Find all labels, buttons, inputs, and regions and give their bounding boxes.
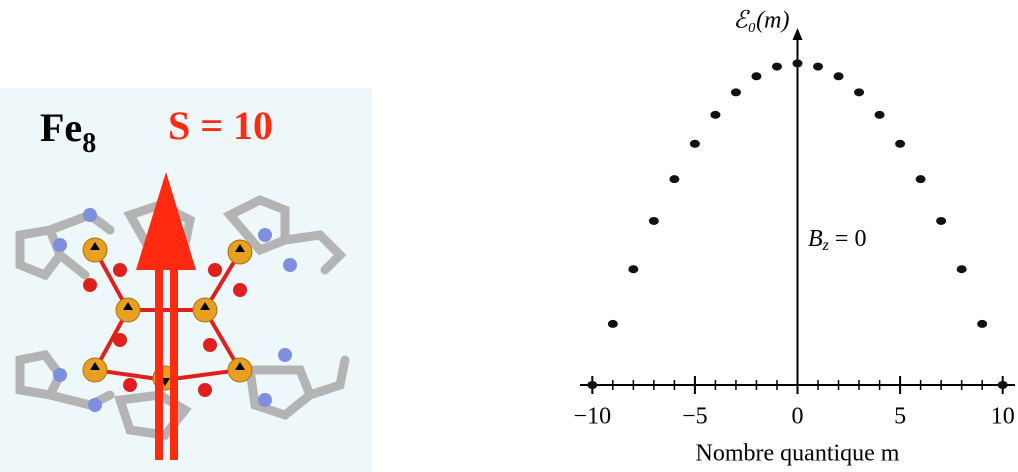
data-point [854, 88, 864, 96]
data-point [977, 320, 987, 328]
data-point [936, 217, 946, 225]
page: Fe8 S = 10 −10 −5 0 5 10 Nombre quantique m ℰ₀… [0, 0, 1018, 472]
data-point [998, 381, 1008, 389]
data-point [649, 217, 659, 225]
x-tick-label: 10 [991, 404, 1015, 430]
data-point [690, 140, 700, 148]
data-point [772, 63, 782, 71]
x-tick-label: −5 [682, 404, 708, 430]
y-axis-label: ℰ₀(m) [733, 8, 789, 34]
x-tick-label: 0 [792, 404, 804, 430]
data-point [813, 63, 823, 71]
data-point [731, 88, 741, 96]
figure: Fe8 S = 10 −10 −5 0 5 10 Nombre quantique m ℰ₀… [0, 0, 1018, 472]
data-point [608, 320, 618, 328]
x-tick-label: −10 [574, 404, 612, 430]
annotation: Bz = 0 [808, 226, 866, 254]
x-tick-label: 5 [894, 404, 906, 430]
data-point [875, 111, 885, 119]
molecule-subscript: 8 [82, 128, 96, 159]
data-point [916, 175, 926, 183]
y-axis-arrow [793, 28, 803, 40]
data-point [793, 59, 803, 67]
annotation-main: B [808, 226, 823, 252]
data-point [834, 72, 844, 80]
data-point [628, 265, 638, 273]
data-point [587, 381, 597, 389]
x-axis-label: Nombre quantique m [696, 441, 900, 467]
data-point [710, 111, 720, 119]
molecule-name: Fe [40, 105, 82, 150]
molecule-image: Fe8 S = 10 [0, 88, 372, 472]
data-point [669, 175, 679, 183]
data-point [957, 265, 967, 273]
data-point [751, 72, 761, 80]
spin-label: S = 10 [168, 103, 273, 148]
data-point [895, 140, 905, 148]
annotation-rest: = 0 [829, 226, 867, 252]
